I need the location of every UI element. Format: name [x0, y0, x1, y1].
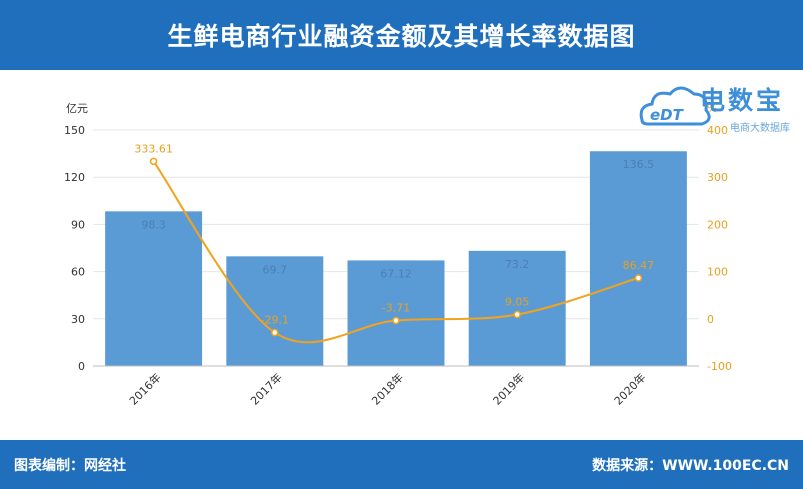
y-right-tick-label: 0: [707, 313, 714, 326]
footer-source: 数据来源：WWW.100EC.CN: [592, 458, 789, 474]
bar: [468, 250, 566, 366]
footer-credit: 图表编制：网经社: [14, 458, 126, 474]
chart-title: 生鲜电商行业融资金额及其增长率数据图: [167, 22, 636, 51]
bar-value-label: 67.12: [380, 267, 412, 280]
y-right-unit: %: [707, 102, 717, 115]
bar: [347, 260, 445, 366]
bar-value-label: 98.3: [141, 218, 166, 231]
growth-point: [271, 328, 279, 337]
bar-value-label: 69.7: [263, 263, 288, 276]
x-tick-label: 2020年: [611, 370, 648, 407]
y-right-tick-label: 200: [707, 218, 728, 231]
growth-value-label: 86.47: [623, 259, 655, 272]
x-tick-label: 2019年: [490, 370, 527, 407]
x-tick-label: 2017年: [247, 370, 284, 407]
svg-text:eDT: eDT: [650, 106, 685, 124]
title-bar: 生鲜电商行业融资金额及其增长率数据图: [0, 0, 803, 70]
x-tick-label: 2016年: [126, 370, 163, 407]
y-left-tick-label: 0: [78, 360, 85, 373]
bar: [226, 256, 324, 366]
logo-name: 电数宝: [700, 86, 785, 115]
x-tick-label: 2018年: [369, 370, 406, 407]
footer-bar: 图表编制：网经社 数据来源：WWW.100EC.CN: [0, 440, 803, 489]
growth-point: [392, 316, 400, 325]
growth-line: [152, 160, 639, 344]
y-left-tick-label: 60: [71, 266, 85, 279]
y-left-tick-label: 150: [64, 124, 85, 137]
logo: eDT: [636, 76, 796, 136]
cloud-logo-icon: eDT: [639, 86, 711, 126]
bar-value-label: 73.2: [505, 258, 530, 271]
growth-point: [634, 274, 643, 282]
y-right-tick-label: 100: [707, 266, 728, 279]
growth-point: [513, 310, 521, 319]
growth-value-label: -3.71: [382, 302, 410, 315]
growth-value-label: 9.05: [505, 296, 530, 309]
chart-svg: 0 30 60 90 120 150 -100 0 100 200 300 400 亿元 % 98.3 69.…: [64, 102, 732, 408]
y-left-tick-label: 120: [64, 171, 85, 184]
bar: [589, 151, 687, 366]
y-left-unit: 亿元: [66, 102, 88, 115]
growth-value-label: 333.61: [134, 142, 173, 155]
growth-value-label: -29.1: [261, 314, 289, 327]
bar-value-label: 136.5: [623, 158, 655, 171]
y-right-tick-label: -100: [707, 360, 732, 373]
y-left-tick-label: 30: [71, 313, 85, 326]
growth-point: [149, 157, 158, 166]
logo-subtitle: 电商大数据库: [730, 123, 790, 134]
bar: [105, 211, 203, 366]
y-right-tick-label: 400: [707, 124, 728, 137]
y-left-tick-label: 90: [71, 218, 85, 231]
y-right-tick-label: 300: [707, 171, 728, 184]
